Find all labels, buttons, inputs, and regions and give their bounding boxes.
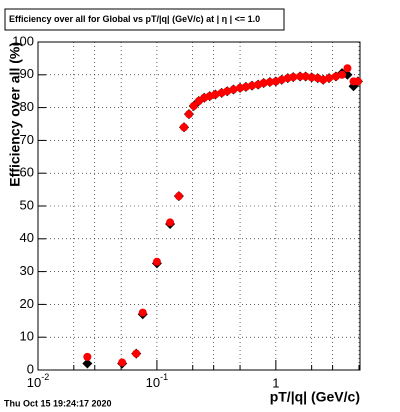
- marker: [338, 70, 347, 79]
- date-stamp: Thu Oct 15 19:24:17 2020: [4, 398, 112, 408]
- marker: [180, 123, 189, 132]
- x-axis-label: pT/|q| (GeV/c): [270, 389, 360, 405]
- y-tick-label: 70: [20, 132, 34, 147]
- x-tick-label: 10-1: [146, 372, 168, 390]
- marker: [138, 308, 147, 317]
- x-tick-exponent: -2: [41, 372, 49, 382]
- marker: [301, 72, 310, 81]
- marker: [259, 79, 268, 87]
- marker: [118, 358, 127, 367]
- y-tick-label: 40: [20, 230, 34, 245]
- marker: [277, 75, 286, 84]
- marker: [152, 257, 161, 266]
- y-tick-label: 10: [20, 329, 34, 344]
- x-tick-base: 10: [27, 375, 41, 390]
- marker: [132, 349, 141, 358]
- marker: [223, 87, 232, 96]
- marker: [241, 82, 250, 91]
- title-box: [4, 8, 285, 31]
- y-tick-label: 50: [20, 197, 34, 212]
- marker: [331, 72, 340, 81]
- y-tick-label: 80: [20, 99, 34, 114]
- marker: [353, 77, 362, 86]
- marker: [325, 74, 334, 83]
- marker: [307, 73, 316, 82]
- y-tick-label: 90: [20, 66, 34, 81]
- marker: [184, 110, 193, 119]
- marker: [211, 90, 220, 99]
- y-tick-label: 30: [20, 263, 34, 278]
- chart-title: Efficiency over all for Global vs pT/|q|…: [9, 14, 260, 24]
- marker: [343, 64, 352, 73]
- marker: [174, 192, 183, 201]
- y-tick-label: 0: [27, 361, 34, 376]
- marker: [189, 101, 198, 110]
- marker: [229, 85, 238, 94]
- marker: [82, 358, 93, 369]
- y-axis-label: Efficiency over all (%): [7, 42, 23, 187]
- x-tick-label: 10-2: [27, 372, 49, 390]
- x-tick-exponent: -1: [160, 372, 168, 382]
- y-tick-label: 100: [12, 33, 34, 48]
- y-tick-label: 20: [20, 296, 34, 311]
- marker: [166, 218, 175, 227]
- marker: [289, 73, 298, 82]
- x-tick-base: 10: [146, 375, 160, 390]
- marker: [296, 72, 305, 81]
- x-tick-label: 1: [272, 375, 279, 390]
- marker: [83, 352, 92, 361]
- marker: [265, 78, 274, 87]
- marker: [247, 81, 256, 90]
- y-tick-label: 60: [20, 165, 34, 180]
